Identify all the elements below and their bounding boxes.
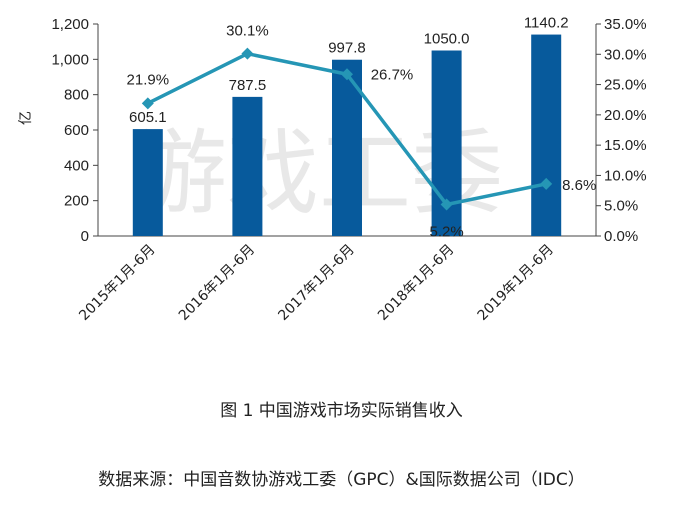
left-tick-label: 1,000 (51, 51, 89, 68)
x-tick-label: 2018年1月-6月 (375, 242, 457, 324)
x-tick-label: 2016年1月-6月 (176, 242, 258, 324)
growth-value-label: 26.7% (371, 66, 414, 83)
left-tick-label: 0 (81, 228, 89, 245)
left-tick-label: 400 (64, 157, 89, 174)
x-tick-label: 2017年1月-6月 (275, 242, 357, 324)
right-tick-label: 10.0% (604, 167, 647, 184)
left-tick-label: 800 (64, 87, 89, 104)
right-tick-label: 0.0% (604, 228, 638, 245)
x-axis-ticks: 2015年1月-6月 2016年1月-6月 2017年1月-6月 2018年1月-6月… (76, 242, 557, 324)
right-tick-label: 20.0% (604, 107, 647, 124)
growth-value-label: 8.6% (562, 177, 596, 194)
growth-point (440, 198, 453, 211)
right-tick-label: 15.0% (604, 137, 647, 154)
figure-caption: 图 1 中国游戏市场实际销售收入 (220, 401, 463, 421)
bar (531, 34, 562, 236)
bar-value-label: 1140.2 (524, 15, 569, 32)
bar-value-label: 605.1 (129, 109, 167, 126)
growth-point (241, 47, 254, 60)
right-tick-label: 5.0% (604, 198, 638, 215)
bar-value-label: 787.5 (229, 77, 267, 94)
right-tick-label: 25.0% (604, 77, 647, 94)
x-tick-label: 2019年1月-6月 (475, 242, 557, 324)
growth-point (341, 68, 353, 81)
data-source-note: 数据来源：中国音数协游戏工委（GPC）&国际数据公司（IDC） (98, 470, 585, 490)
y-axis-label: 亿 (18, 111, 34, 125)
right-y-axis: 0.0% 5.0% 10.0% 15.0% 20.0% 25.0% 30.0% 35.0% (595, 16, 647, 245)
growth-value-label: 30.1% (226, 23, 269, 40)
growth-line-series: 21.9% 30.1% 26.7% 5.2% 8.6% (127, 23, 597, 241)
left-tick-label: 1,200 (51, 16, 89, 33)
bar-value-label: 997.8 (328, 40, 366, 57)
growth-point (141, 97, 154, 110)
left-tick-label: 600 (64, 122, 89, 139)
growth-value-label: 5.2% (429, 224, 463, 241)
growth-point (540, 177, 553, 190)
x-tick-label: 2015年1月-6月 (76, 242, 158, 324)
right-tick-label: 30.0% (604, 46, 647, 63)
bar (132, 129, 163, 236)
right-tick-label: 35.0% (604, 16, 647, 33)
bar-series: 605.1 787.5 997.8 1050.0 1140.2 (129, 15, 569, 236)
growth-value-label: 21.9% (127, 71, 170, 88)
left-tick-label: 200 (64, 193, 89, 210)
bar-value-label: 1050.0 (424, 31, 470, 48)
bar (232, 96, 263, 236)
